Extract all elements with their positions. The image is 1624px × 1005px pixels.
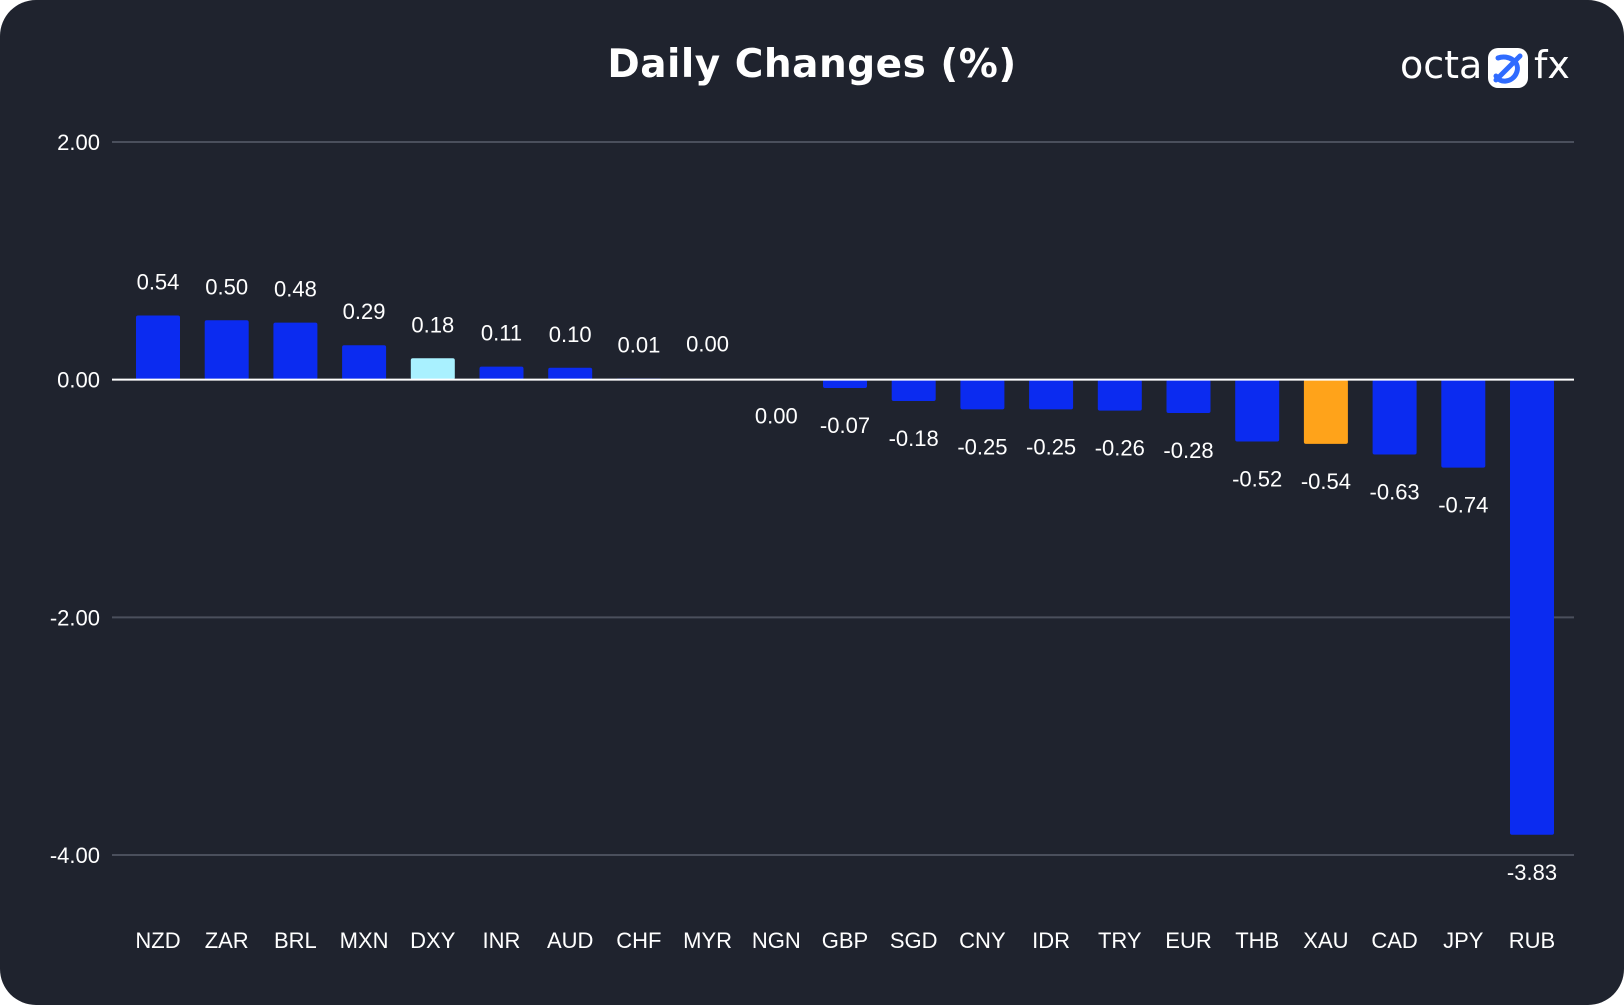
y-tick-label: -2.00	[50, 605, 100, 630]
y-tick-label: -4.00	[50, 843, 100, 868]
x-tick-label: CNY	[959, 928, 1006, 953]
data-label: -0.28	[1163, 438, 1213, 463]
x-tick-label: GBP	[822, 928, 868, 953]
bar-nzd	[136, 315, 180, 380]
x-tick-label: XAU	[1303, 928, 1348, 953]
bar-zar	[204, 320, 249, 380]
x-tick-label: BRL	[274, 928, 317, 953]
bar-jpy	[1441, 379, 1486, 468]
bar-gbp	[823, 379, 867, 388]
data-label: 0.01	[617, 332, 660, 357]
data-label: 0.48	[274, 277, 317, 302]
data-label: 0.00	[686, 332, 729, 357]
bar-xau	[1303, 379, 1348, 444]
bar-thb	[1235, 379, 1280, 442]
data-label: -0.74	[1438, 493, 1488, 518]
bar-eur	[1166, 379, 1211, 413]
data-label: -0.52	[1232, 466, 1282, 491]
data-label: 0.00	[755, 404, 798, 429]
data-label: 0.50	[205, 274, 248, 299]
x-tick-label: THB	[1235, 928, 1279, 953]
data-label: -3.83	[1507, 860, 1557, 885]
y-tick-label: 0.00	[57, 368, 100, 393]
data-label: -0.26	[1095, 436, 1145, 461]
x-tick-label: EUR	[1165, 928, 1211, 953]
x-tick-label: NGN	[752, 928, 801, 953]
octafx-logo: octa fx	[1400, 43, 1570, 88]
bar-sgd	[891, 379, 936, 402]
bar-dxy	[410, 358, 455, 380]
chart-title: Daily Changes (%)	[607, 42, 1017, 87]
x-tick-label: CHF	[616, 928, 661, 953]
x-tick-label: TRY	[1098, 928, 1142, 953]
x-tick-label: DXY	[410, 928, 456, 953]
bar-mxn	[342, 345, 387, 380]
data-label: -0.18	[889, 426, 939, 451]
x-tick-label: NZD	[135, 928, 180, 953]
data-label: -0.07	[820, 413, 870, 438]
data-label: 0.10	[549, 322, 592, 347]
x-tick-label: CAD	[1371, 928, 1417, 953]
x-tick-label: IDR	[1032, 928, 1070, 953]
bar-idr	[1029, 379, 1074, 410]
y-tick-label: 2.00	[57, 130, 100, 155]
data-label: -0.63	[1370, 480, 1420, 505]
x-tick-label: JPY	[1443, 928, 1484, 953]
x-tick-label: INR	[483, 928, 521, 953]
data-label: 0.11	[481, 321, 522, 346]
bar-cny	[960, 379, 1005, 410]
data-label: -0.54	[1301, 469, 1351, 494]
x-tick-label: ZAR	[205, 928, 249, 953]
bar-cad	[1372, 379, 1417, 455]
data-label: 0.54	[137, 269, 180, 294]
data-label: -0.25	[957, 434, 1007, 459]
bar-try	[1097, 379, 1142, 411]
logo-swirl-icon	[1493, 53, 1523, 84]
bar-rub	[1510, 379, 1554, 835]
data-label: 0.18	[411, 312, 454, 337]
x-tick-label: MXN	[340, 928, 389, 953]
x-tick-label: MYR	[683, 928, 732, 953]
bar-aud	[548, 367, 593, 380]
data-label: -0.25	[1026, 434, 1076, 459]
logo-text-right: fx	[1534, 43, 1570, 87]
x-tick-label: SGD	[890, 928, 938, 953]
bar-brl	[273, 322, 318, 380]
bar-inr	[479, 366, 524, 380]
x-tick-label: AUD	[547, 928, 593, 953]
x-tick-label: RUB	[1509, 928, 1555, 953]
logo-text-left: octa	[1400, 43, 1482, 87]
data-label: 0.29	[343, 299, 386, 324]
